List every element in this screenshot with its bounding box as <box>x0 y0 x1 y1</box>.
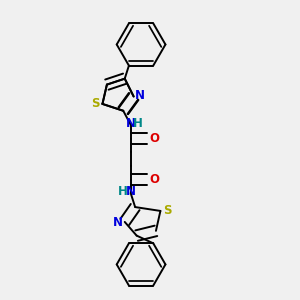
Text: S: S <box>164 204 172 217</box>
Text: O: O <box>149 132 160 145</box>
Text: N: N <box>126 117 136 130</box>
Text: N: N <box>113 216 123 229</box>
Text: N: N <box>135 89 145 102</box>
Text: S: S <box>91 97 99 110</box>
Text: H: H <box>133 117 143 130</box>
Text: O: O <box>149 173 160 186</box>
Text: N: N <box>126 185 136 198</box>
Text: H: H <box>118 185 128 198</box>
